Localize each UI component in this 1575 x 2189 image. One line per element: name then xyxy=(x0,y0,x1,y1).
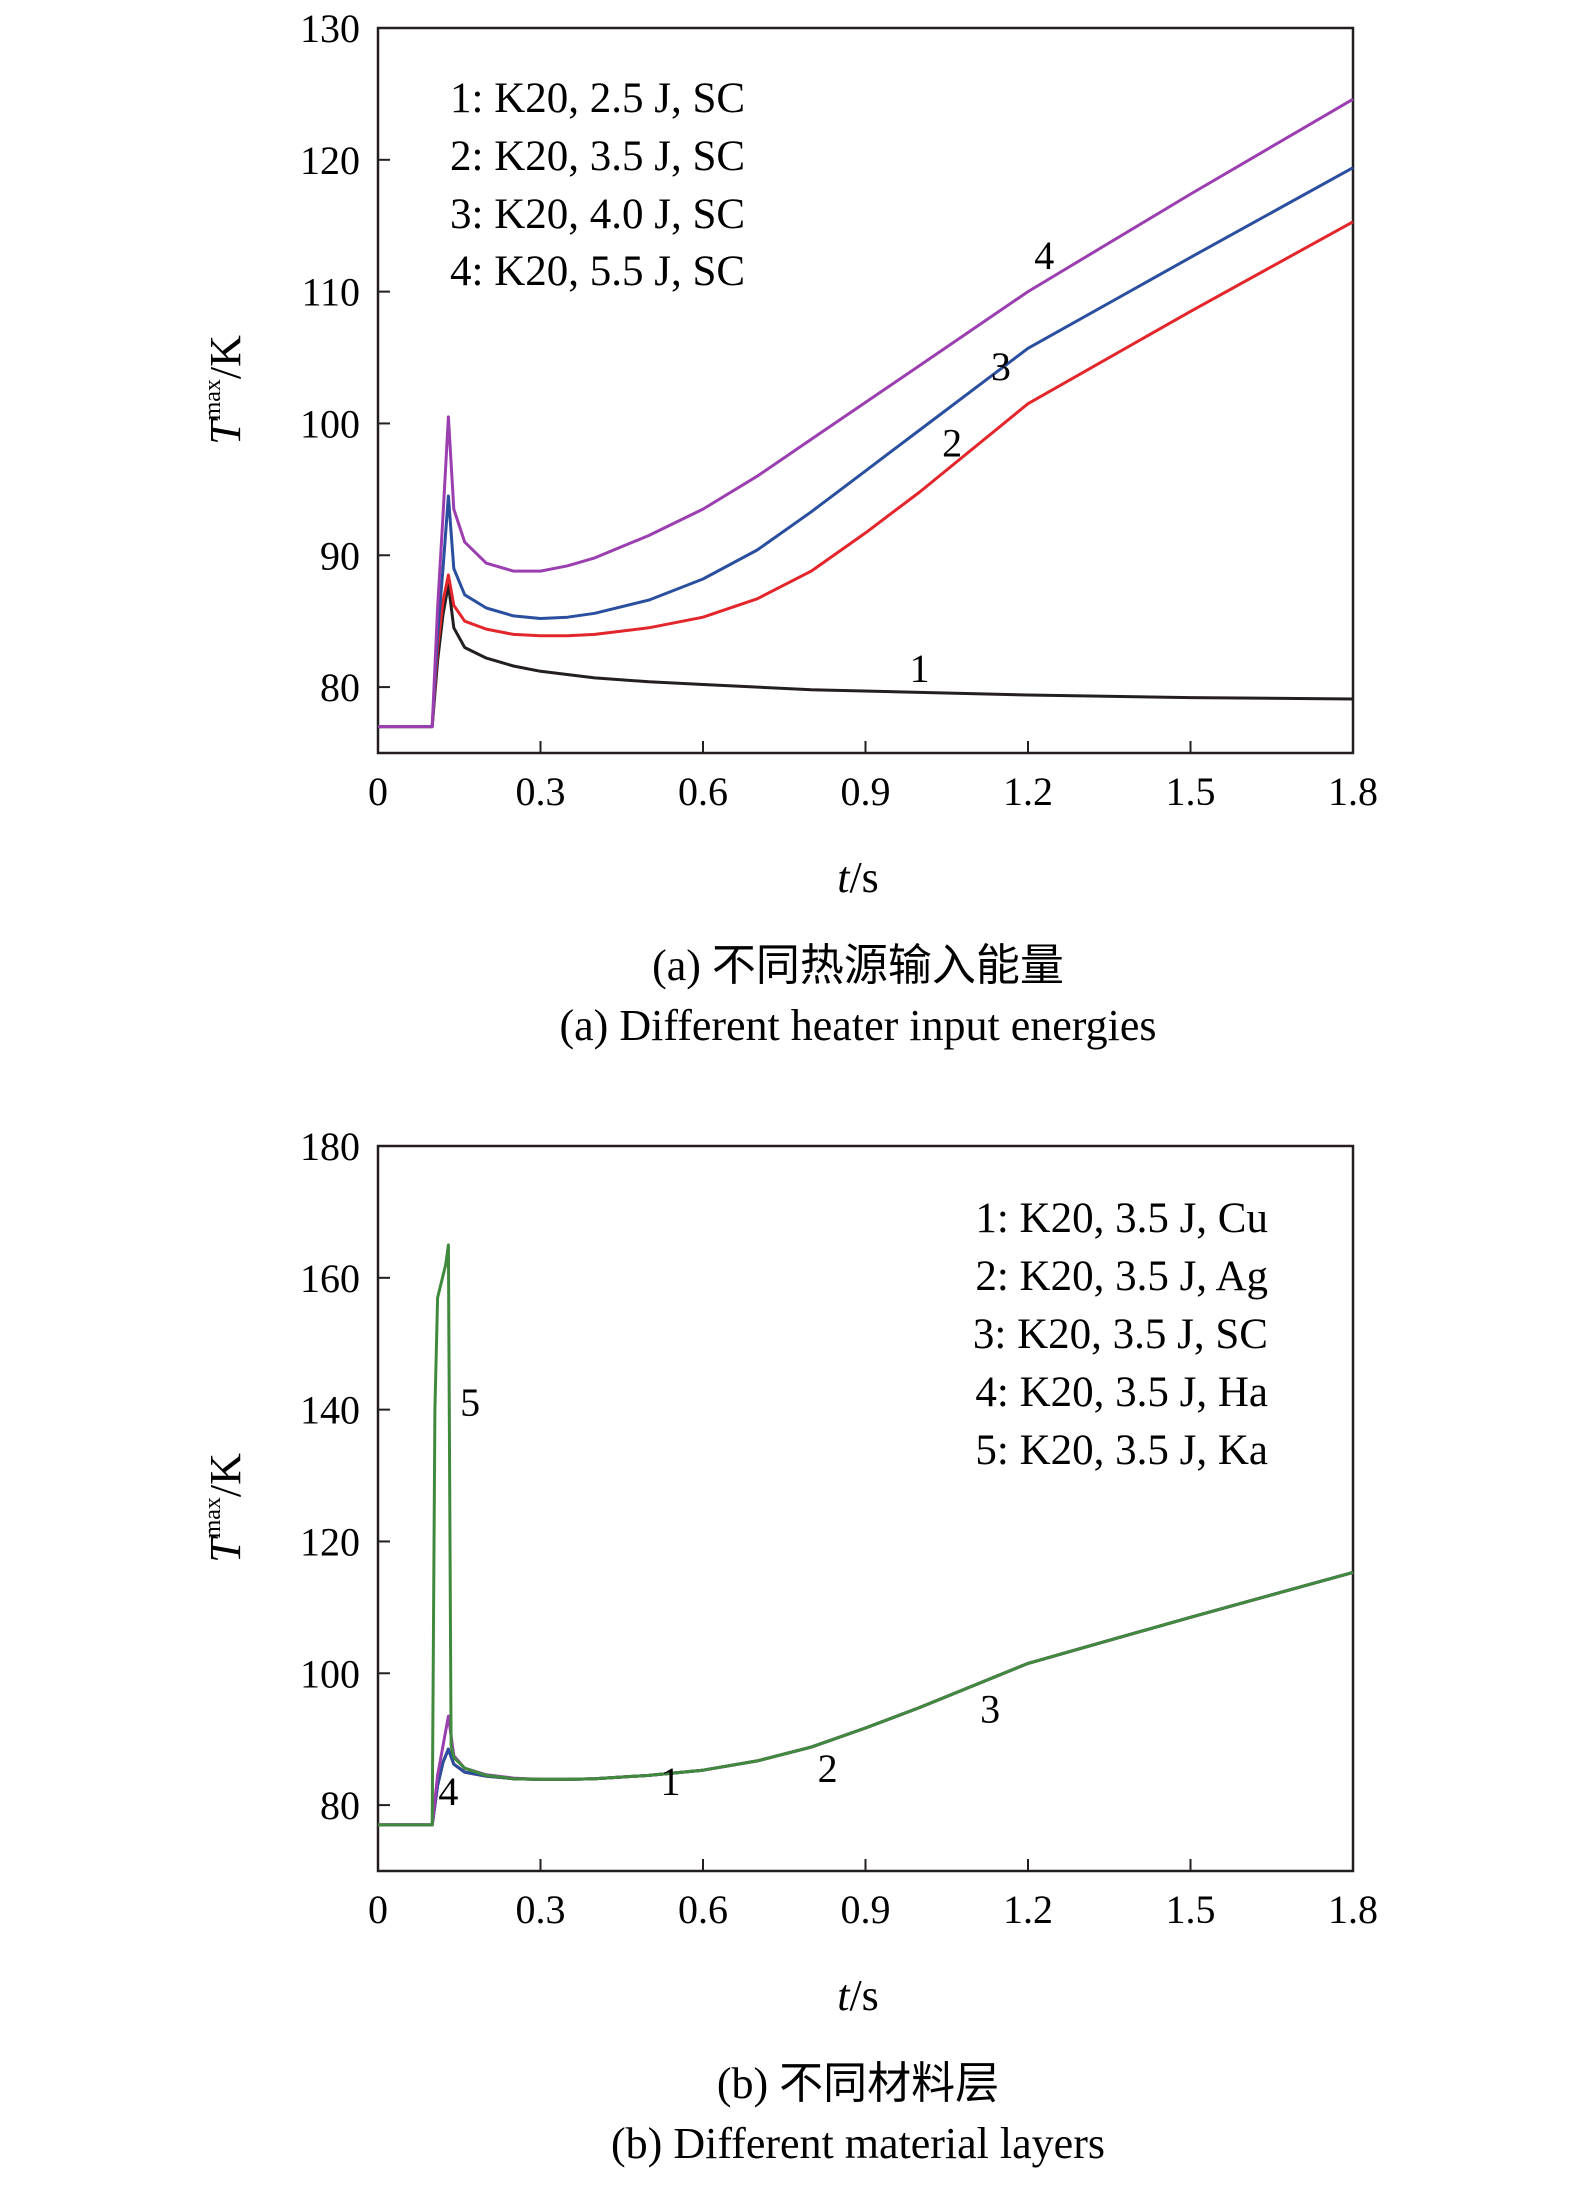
legend-entry: 4: K20, 5.5 J, SC xyxy=(450,248,745,295)
series-line-4 xyxy=(378,1570,1354,1827)
legend-b: 1: K20, 3.5 J, Cu 2: K20, 3.5 J, Ag 3: K… xyxy=(973,1195,1268,1474)
x-tick-label: 0.6 xyxy=(678,769,728,814)
x-tick-label: 0 xyxy=(368,769,388,814)
y-tick-label: 120 xyxy=(300,1519,360,1564)
y-ticks-b: 80 100 120 140 160 180 xyxy=(300,1124,390,1828)
x-tick-label: 0.3 xyxy=(516,1887,566,1932)
curve-label-3: 3 xyxy=(980,1687,1000,1732)
x-tick-label: 0.3 xyxy=(516,769,566,814)
y-ticks-a: 80 90 100 110 120 130 xyxy=(300,6,390,710)
series-line-3 xyxy=(378,1570,1354,1827)
x-tick-label: 1.2 xyxy=(1003,1887,1053,1932)
curve-labels-b: 1 2 3 4 5 xyxy=(438,1380,1000,1814)
x-ticks-b: 0 0.3 0.6 0.9 1.2 1.5 1.8 xyxy=(368,1859,1378,1932)
caption-cn-a: (a) 不同热源输入能量 xyxy=(652,941,1064,990)
y-tick-label: 100 xyxy=(300,1651,360,1696)
series-line-3 xyxy=(378,166,1354,729)
legend-entry: 3: K20, 4.0 J, SC xyxy=(450,191,745,238)
caption-cn-b: (b) 不同材料层 xyxy=(717,2059,999,2108)
x-ticks-a: 0 0.3 0.6 0.9 1.2 1.5 1.8 xyxy=(368,741,1378,814)
x-tick-label: 1.8 xyxy=(1328,1887,1378,1932)
series-line-4 xyxy=(378,97,1354,729)
x-tick-label: 1.2 xyxy=(1003,769,1053,814)
series-line-2 xyxy=(378,220,1354,729)
y-tick-label: 100 xyxy=(300,401,360,446)
curve-label-1: 1 xyxy=(661,1759,681,1804)
legend-entry: 5: K20, 3.5 J, Ka xyxy=(975,1427,1268,1474)
chart-panel-b: 0 0.3 0.6 0.9 1.2 1.5 1.8 80 100 120 140 160 180 1 2… xyxy=(200,1124,1378,2168)
curve-label-4: 4 xyxy=(438,1769,458,1814)
y-tick-label: 80 xyxy=(320,665,360,710)
curve-label-2: 2 xyxy=(818,1746,838,1791)
series-line-1 xyxy=(378,1570,1354,1827)
x-tick-label: 1.8 xyxy=(1328,769,1378,814)
x-tick-label: 0.9 xyxy=(841,769,891,814)
y-tick-label: 120 xyxy=(300,138,360,183)
y-tick-label: 80 xyxy=(320,1783,360,1828)
legend-entry: 2: K20, 3.5 J, Ag xyxy=(975,1253,1268,1300)
legend-entry: 1: K20, 2.5 J, SC xyxy=(450,75,745,122)
legend-a: 1: K20, 2.5 J, SC 2: K20, 3.5 J, SC 3: K… xyxy=(450,75,745,295)
x-tick-label: 0.6 xyxy=(678,1887,728,1932)
x-axis-label-b: t/s xyxy=(837,1971,879,2020)
series-group-b xyxy=(378,1243,1354,1827)
caption-en-b: (b) Different material layers xyxy=(611,2119,1105,2168)
y-tick-label: 180 xyxy=(300,1124,360,1169)
series-group-a xyxy=(378,97,1354,729)
curve-label-2: 2 xyxy=(942,420,962,465)
x-tick-label: 0 xyxy=(368,1887,388,1932)
y-axis-label-a: Tmax/K xyxy=(200,335,250,445)
caption-en-a: (a) Different heater input energies xyxy=(560,1001,1157,1050)
y-tick-label: 160 xyxy=(300,1256,360,1301)
y-tick-label: 90 xyxy=(320,533,360,578)
curve-label-5: 5 xyxy=(460,1380,480,1425)
curve-labels-a: 1 23 4 xyxy=(910,233,1055,691)
x-tick-label: 1.5 xyxy=(1166,1887,1216,1932)
y-tick-label: 140 xyxy=(300,1388,360,1433)
x-axis-label-a: t/s xyxy=(837,853,879,902)
series-line-1 xyxy=(378,582,1354,729)
y-tick-label: 110 xyxy=(301,270,360,315)
series-line-2 xyxy=(378,1570,1354,1827)
legend-entry: 3: K20, 3.5 J, SC xyxy=(973,1311,1268,1358)
legend-entry: 1: K20, 3.5 J, Cu xyxy=(975,1195,1268,1242)
curve-label-1: 1 xyxy=(910,646,930,691)
series-line-5 xyxy=(378,1243,1354,1827)
x-tick-label: 1.5 xyxy=(1166,769,1216,814)
y-axis-label-b: Tmax/K xyxy=(200,1453,250,1563)
y-tick-label: 130 xyxy=(300,6,360,51)
curve-label-4: 4 xyxy=(1034,233,1054,278)
legend-entry: 2: K20, 3.5 J, SC xyxy=(450,133,745,180)
x-tick-label: 0.9 xyxy=(841,1887,891,1932)
curve-label-3: 3 xyxy=(991,344,1011,389)
legend-entry: 4: K20, 3.5 J, Ha xyxy=(975,1369,1268,1416)
